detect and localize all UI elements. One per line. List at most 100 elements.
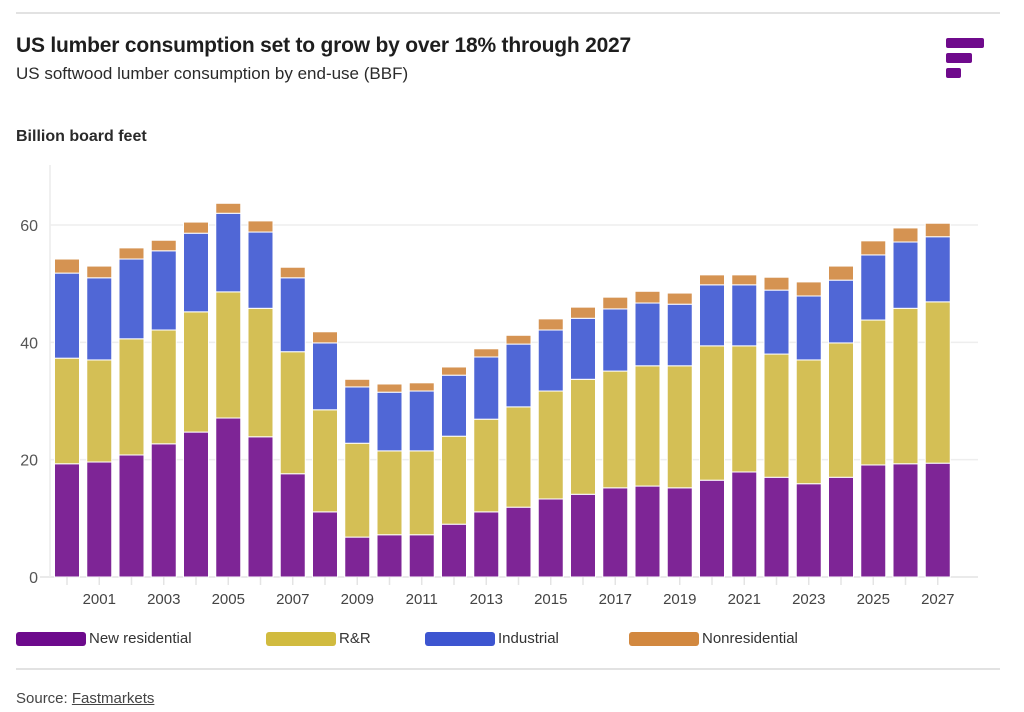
- bar-segment-industrial: [86, 277, 113, 361]
- bar-segment-industrial: [118, 258, 145, 340]
- legend-item: New residential: [16, 630, 192, 647]
- bar-segment-new-residential: [408, 534, 435, 578]
- bar-segment-industrial: [537, 329, 564, 392]
- bar-segment-nonresidential: [924, 222, 951, 238]
- bar-segment-industrial: [924, 236, 951, 303]
- bar-segment-nonresidential: [279, 266, 306, 279]
- bar-segment-industrial: [183, 232, 209, 313]
- bar-segment-r-r: [602, 370, 629, 489]
- bar-segment-industrial: [247, 231, 274, 309]
- bar-segment-r-r: [183, 311, 209, 433]
- bar-segment-industrial: [505, 343, 532, 408]
- bar-segment-industrial: [795, 295, 822, 361]
- logo-bar-3: [946, 68, 961, 78]
- bar-segment-nonresidential: [570, 306, 596, 319]
- bar-segment-new-residential: [924, 462, 951, 578]
- bar-segment-new-residential: [441, 523, 467, 578]
- bar-segment-new-residential: [118, 454, 145, 578]
- x-tick-label: 2019: [663, 591, 696, 608]
- source-link[interactable]: Fastmarkets: [71, 690, 155, 707]
- legend-swatch: [425, 631, 495, 646]
- bar-segment-industrial: [828, 279, 854, 344]
- bar-segment-industrial: [279, 277, 306, 353]
- logo-bar-2: [946, 53, 972, 63]
- x-tick-label: 2025: [857, 591, 890, 608]
- bar-segment-nonresidential: [731, 274, 758, 286]
- x-tick-label: 2003: [147, 591, 180, 608]
- bar-segment-nonresidential: [86, 265, 113, 279]
- bar-segment-new-residential: [699, 479, 725, 578]
- bar-segment-industrial: [763, 289, 790, 355]
- legend-item: Nonresidential: [629, 630, 798, 647]
- bar-segment-r-r: [118, 338, 145, 456]
- bar-segment-industrial: [892, 241, 919, 309]
- chart-subtitle: US softwood lumber consumption by end-us…: [16, 64, 409, 83]
- x-tick-label: 2027: [921, 591, 954, 608]
- bar-segment-new-residential: [376, 534, 403, 578]
- chart-title: US lumber consumption set to grow by ove…: [16, 34, 632, 57]
- bar-segment-industrial: [634, 302, 661, 367]
- bar-segment-new-residential: [247, 436, 274, 578]
- bar-segment-r-r: [731, 345, 758, 473]
- bar-segment-new-residential: [860, 464, 887, 578]
- y-axis-label: Billion board feet: [16, 128, 147, 145]
- x-tick-label: 2001: [83, 591, 116, 608]
- y-tick-label: 40: [20, 335, 38, 352]
- bar-segment-new-residential: [86, 461, 113, 578]
- bar-segment-industrial: [666, 303, 693, 367]
- legend-label: R&R: [339, 630, 371, 647]
- bar-segment-r-r: [247, 307, 274, 438]
- bar-segment-new-residential: [312, 511, 338, 578]
- bar-segment-nonresidential: [699, 274, 725, 286]
- legend-label: Nonresidential: [702, 630, 798, 647]
- bar-segment-r-r: [699, 345, 725, 481]
- bar-segment-r-r: [892, 307, 919, 465]
- bar-segment-r-r: [505, 406, 532, 508]
- legend-swatch: [266, 631, 336, 646]
- bar-segment-nonresidential: [892, 227, 919, 243]
- y-tick-label: 0: [29, 570, 38, 587]
- bar-segment-r-r: [441, 435, 467, 525]
- y-tick-label: 60: [20, 218, 38, 235]
- bar-segment-r-r: [570, 378, 596, 495]
- x-tick-label: 2009: [341, 591, 374, 608]
- logo-bar-1: [946, 38, 984, 48]
- x-tick-label: 2005: [212, 591, 245, 608]
- bar-segment-industrial: [54, 272, 80, 359]
- bar-segment-nonresidential: [344, 378, 371, 388]
- bar-segment-new-residential: [828, 476, 854, 578]
- bar-segment-r-r: [215, 291, 242, 419]
- bar-segment-industrial: [312, 342, 338, 411]
- bar-segment-industrial: [441, 374, 467, 437]
- bar-segment-nonresidential: [215, 202, 242, 214]
- x-tick-label: 2021: [728, 591, 761, 608]
- top-divider: [16, 12, 1000, 14]
- bar-segment-r-r: [279, 351, 306, 475]
- bar-segment-industrial: [150, 250, 177, 331]
- legend-swatch: [16, 631, 86, 646]
- legend-item: Industrial: [425, 630, 559, 647]
- bar-segment-industrial: [376, 391, 403, 452]
- bar-segment-new-residential: [634, 485, 661, 578]
- x-tick-label: 2011: [406, 591, 438, 608]
- bar-segment-r-r: [473, 418, 500, 513]
- bar-segment-new-residential: [731, 471, 758, 578]
- bar-segment-r-r: [666, 365, 693, 489]
- x-tick-label: 2017: [599, 591, 632, 608]
- legend: New residential R&R Industrial Nonresidenti…: [16, 630, 1016, 652]
- bar-segment-new-residential: [505, 506, 532, 578]
- bar-segment-nonresidential: [473, 348, 500, 358]
- bar-segment-r-r: [924, 301, 951, 464]
- bar-segment-nonresidential: [602, 296, 629, 310]
- x-tick-label: 2015: [534, 591, 567, 608]
- bar-segment-new-residential: [570, 493, 596, 578]
- bar-segment-nonresidential: [247, 220, 274, 233]
- bar-segment-nonresidential: [828, 265, 854, 281]
- bar-segment-r-r: [795, 359, 822, 485]
- axes: 0 20 40 60 2001 2003 2005 2007 2009 2011 2013 2015 2…: [20, 165, 954, 608]
- bar-segment-new-residential: [763, 476, 790, 578]
- bar-segment-nonresidential: [666, 292, 693, 305]
- bar-segment-new-residential: [150, 443, 177, 578]
- bar-segment-nonresidential: [537, 318, 564, 331]
- bar-segment-nonresidential: [763, 276, 790, 291]
